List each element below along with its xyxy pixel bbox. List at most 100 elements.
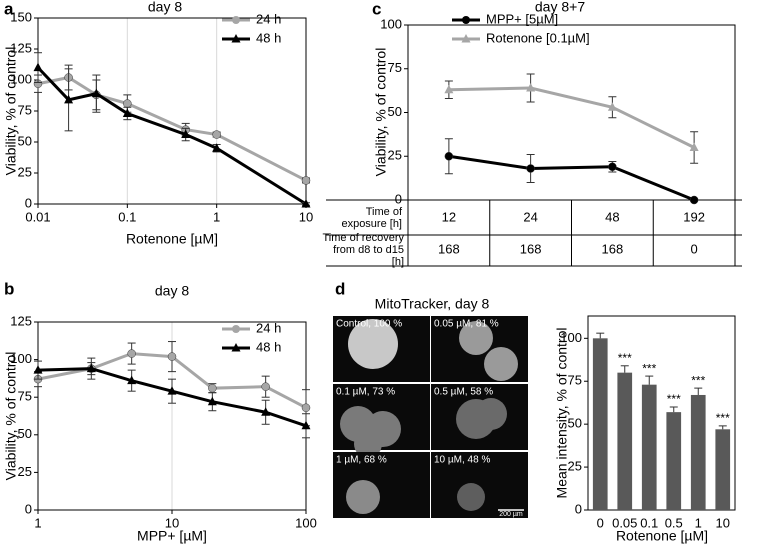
legend-label: 24 h [256, 11, 281, 26]
y-tick-label: 75 [568, 373, 582, 388]
panel-letter: a [4, 0, 14, 18]
y-tick-label: 25 [388, 148, 402, 163]
x-tick-label: 1 [213, 209, 220, 224]
row-label: Time of exposure [h] [341, 206, 402, 230]
x-tick-label: 1 [695, 515, 702, 530]
marker [261, 382, 270, 391]
cell [348, 319, 398, 369]
y-tick-label: 50 [18, 426, 32, 441]
series-line [36, 66, 307, 206]
y-tick-label: 0 [25, 501, 32, 516]
x-tick-label: 10 [716, 515, 730, 530]
y-tick-label: 0 [575, 501, 582, 516]
marker [444, 152, 454, 161]
image-label: 0.05 µM, 81 % [434, 319, 499, 330]
cell [457, 483, 485, 511]
table-cell: 48 [605, 209, 619, 224]
panel-letter: d [335, 279, 345, 298]
error-bar [669, 406, 678, 413]
marker [301, 420, 311, 430]
cell [346, 480, 380, 514]
chart-title: day 8 [148, 0, 182, 15]
y-tick-label: 75 [18, 389, 32, 404]
significance: *** [691, 373, 705, 387]
y-tick-label: 50 [568, 416, 582, 431]
x-tick-label: 0 [597, 515, 604, 530]
series-line [448, 154, 695, 202]
bar [666, 412, 682, 510]
legend-marker [232, 325, 240, 333]
x-tick-label: 0.5 [665, 515, 683, 530]
marker [526, 83, 536, 92]
plot-frame [587, 315, 736, 511]
panel-letter: c [372, 0, 381, 18]
error-bar [620, 365, 629, 373]
bar [617, 372, 633, 510]
y-tick-label: 100 [380, 16, 402, 31]
y-tick-label: 25 [568, 459, 582, 474]
marker [608, 162, 617, 171]
y-axis-label: Viability, % of control [3, 47, 19, 176]
y-tick-label: 50 [388, 104, 402, 119]
marker [689, 142, 699, 151]
marker [33, 62, 43, 72]
marker [181, 129, 191, 139]
bar [592, 338, 608, 510]
plot-frame [37, 17, 307, 205]
y-tick-label: 75 [18, 102, 32, 117]
marker [122, 108, 132, 117]
chart-title: day 8 [155, 283, 189, 299]
marker [301, 176, 311, 185]
marker [64, 94, 74, 104]
error-bar [596, 332, 605, 339]
marker [444, 84, 454, 94]
legend-marker [231, 343, 241, 352]
error-bar [694, 387, 703, 395]
x-axis-label: Rotenone [µM] [616, 528, 708, 544]
cell [484, 347, 518, 381]
image-label: 0.5 µM, 58 % [434, 387, 493, 398]
table-cell: 12 [442, 209, 456, 224]
y-tick-label: 100 [10, 351, 32, 366]
scale-bar-label: 200 µm [499, 511, 523, 518]
legend-label: 24 h [256, 320, 281, 335]
y-axis-label: Viability, % of control [373, 48, 389, 177]
legend-label: 48 h [256, 339, 281, 354]
significance: *** [667, 392, 681, 406]
error-bar [718, 425, 727, 430]
bar [641, 384, 657, 510]
x-tick-label: 100 [295, 515, 317, 530]
legend-marker [461, 34, 471, 43]
marker [301, 403, 311, 412]
table-cell: 24 [523, 209, 537, 224]
panel-letter: b [4, 279, 14, 298]
legend-label: MPP+ [5µM] [486, 11, 558, 26]
x-tick-label: 0.01 [25, 209, 50, 224]
error-bar [645, 375, 654, 385]
row-label: Time of recovery from d8 to d15 [h] [322, 232, 404, 268]
y-tick-label: 0 [25, 195, 32, 210]
marker [123, 99, 132, 108]
x-axis-label: MPP+ [µM] [137, 528, 207, 544]
y-tick-label: 125 [10, 40, 32, 55]
y-tick-label: 100 [560, 330, 582, 345]
y-tick-label: 25 [18, 164, 32, 179]
x-tick-label: 0.05 [612, 515, 637, 530]
y-tick-label: 25 [18, 464, 32, 479]
y-tick-label: 75 [388, 60, 402, 75]
marker [526, 164, 535, 173]
x-tick-label: 1 [34, 515, 41, 530]
significance: *** [618, 351, 632, 365]
micrograph [333, 452, 430, 518]
y-tick-label: 100 [10, 71, 32, 86]
x-tick-label: 10 [165, 515, 179, 530]
marker [689, 195, 699, 205]
table-cell: 192 [683, 209, 705, 224]
image-label: Control, 100 % [336, 319, 402, 330]
marker [212, 143, 222, 152]
legend-marker [232, 16, 240, 24]
x-tick-label: 0.1 [118, 209, 136, 224]
image-label: 10 µM, 48 % [434, 455, 490, 466]
